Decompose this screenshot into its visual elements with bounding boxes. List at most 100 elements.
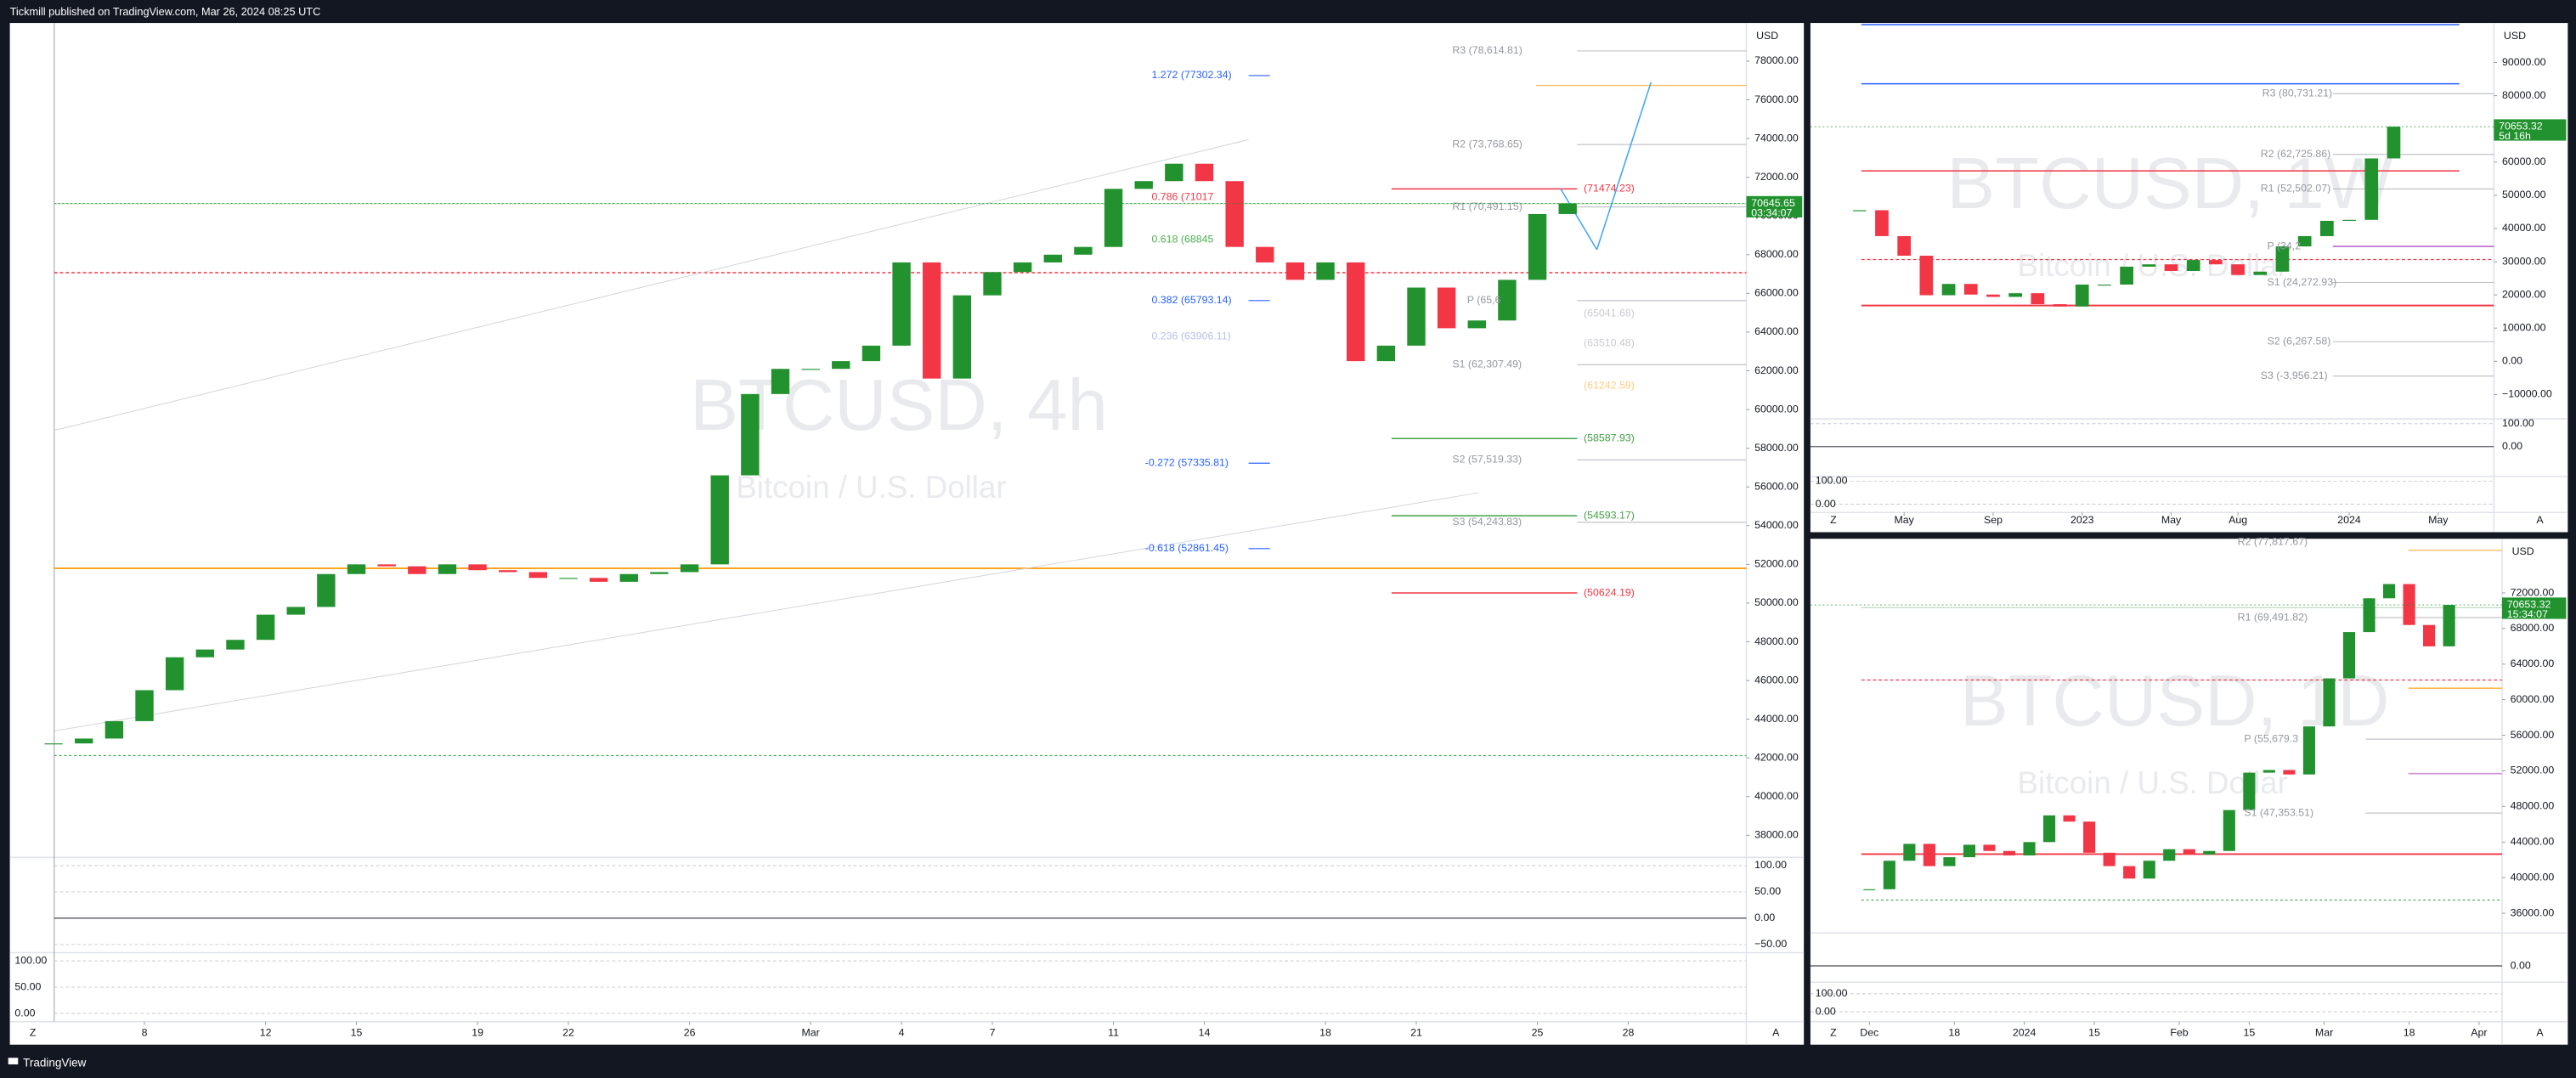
candle (377, 564, 396, 567)
y-tick-label: 76000.00 (1754, 93, 1799, 105)
x-tick-label: Mar (802, 1026, 820, 1038)
y-tick-label: 36000.00 (2511, 906, 2555, 918)
candle (2243, 772, 2256, 810)
candle (2342, 632, 2356, 679)
candle (1903, 844, 1916, 861)
indicator-tick-label: 100.00 (14, 954, 47, 966)
candle (2083, 821, 2096, 853)
candle (1074, 246, 1093, 255)
level-label: (61242.59) (1584, 380, 1635, 392)
candle (2283, 770, 2296, 775)
candle (1043, 254, 1062, 262)
candle (2320, 220, 2334, 236)
level-label: R2 (73,768.65) (1452, 138, 1522, 150)
y-tick-label: 38000.00 (1754, 829, 1799, 841)
candle (2382, 584, 2396, 599)
x-tick-label: 25 (1532, 1026, 1544, 1038)
candle (2183, 849, 2195, 855)
scale-button[interactable]: Z (1830, 1026, 1837, 1038)
candle (1528, 213, 1547, 280)
level-label: R1 (69,491.82) (2238, 611, 2308, 623)
candle (2075, 285, 2089, 307)
watermark-subtitle: Bitcoin / U.S. Dollar (736, 470, 1006, 505)
scale-button[interactable]: A (2536, 1026, 2544, 1038)
x-tick-label: 19 (472, 1026, 483, 1038)
scale-button[interactable]: Z (30, 1026, 37, 1038)
x-tick-label: Dec (1860, 1026, 1878, 1038)
currency: USD (1756, 30, 1778, 42)
indicator-tick-label: 0.00 (1816, 498, 1836, 510)
candle (801, 369, 820, 370)
candle (1897, 235, 1912, 257)
level-label: (54593.17) (1584, 509, 1635, 521)
y-tick-label: 20000.00 (2502, 288, 2546, 300)
candle (1437, 287, 1456, 329)
level-label: 0.618 (68845 (1152, 234, 1214, 246)
price-tag-countdown: 5d 16h (2499, 130, 2531, 142)
candle (256, 614, 275, 641)
x-tick-label: May (1895, 514, 1915, 526)
candle (2302, 726, 2315, 775)
candle (2063, 815, 2076, 822)
x-tick-label: May (2161, 514, 2182, 526)
candle (650, 572, 669, 574)
candle (741, 393, 760, 476)
candle (1347, 262, 1365, 362)
level-label: S3 (54,243.83) (1452, 516, 1522, 528)
candle (317, 573, 336, 607)
y-tick-label: 56000.00 (2511, 729, 2555, 741)
x-tick-label: 18 (1319, 1026, 1331, 1038)
candle (1225, 181, 1244, 247)
scale-button[interactable]: A (1772, 1026, 1780, 1038)
x-tick-label: 7 (990, 1026, 996, 1038)
x-tick-label: 26 (684, 1026, 696, 1038)
y-tick-label: 50000.00 (2502, 189, 2546, 200)
x-tick-label: Mar (2315, 1026, 2333, 1038)
candle (528, 572, 548, 579)
y-tick-label: 60000.00 (2511, 693, 2555, 705)
y-tick-label: 78000.00 (1754, 54, 1799, 66)
candle (1407, 287, 1426, 346)
level-label: R2 (62,725.86) (2261, 148, 2330, 160)
brand-logo (8, 1058, 19, 1064)
candle (75, 738, 93, 744)
level-label: S3 (-3,956.21) (2261, 370, 2328, 381)
x-tick-label: 21 (1410, 1026, 1422, 1038)
x-tick-label: 14 (1199, 1026, 1211, 1038)
x-tick-label: Feb (2170, 1026, 2188, 1038)
level-label: -0.272 (57335.81) (1145, 457, 1229, 469)
watermark-subtitle: Bitcoin / U.S. Dollar (2018, 765, 2288, 800)
scale-button[interactable]: A (2536, 514, 2544, 526)
price-tag-value: 70645.65 (1751, 197, 1795, 209)
level-label: S1 (47,353.51) (2244, 806, 2313, 818)
y-tick-label: 40000.00 (1754, 790, 1799, 802)
candle (468, 564, 487, 571)
y-tick-label: 48000.00 (1754, 635, 1799, 647)
y-tick-label: 64000.00 (1754, 325, 1799, 337)
candle (408, 566, 427, 574)
price-tag-value: 70653.32 (2507, 598, 2551, 610)
y-tick-label: 30000.00 (2502, 255, 2546, 267)
drawing-line (54, 138, 1249, 432)
y-tick-label: 0.00 (2502, 355, 2522, 367)
y-tick-label: 66000.00 (1754, 287, 1799, 299)
y-tick-label: −10000.00 (2502, 388, 2552, 400)
candle (2143, 861, 2155, 879)
candle (2364, 158, 2379, 220)
x-tick-label: 2024 (2337, 514, 2361, 526)
price-tag-countdown: 15:34:07 (2507, 608, 2548, 620)
y-tick-label: 44000.00 (2511, 836, 2555, 848)
price-tag-value: 70653.32 (2499, 120, 2543, 132)
candle (1165, 163, 1183, 182)
candle (195, 649, 215, 658)
candle (1941, 284, 1956, 296)
level-label: R2 (77,817.67) (2238, 535, 2308, 547)
candle (680, 564, 699, 573)
candle (983, 272, 1002, 296)
scale-button[interactable]: Z (1830, 514, 1837, 526)
candle (2209, 260, 2223, 265)
level-label: (63510.48) (1584, 336, 1635, 348)
candle (559, 578, 578, 579)
indicator-tick-label: 0.00 (14, 1007, 35, 1019)
